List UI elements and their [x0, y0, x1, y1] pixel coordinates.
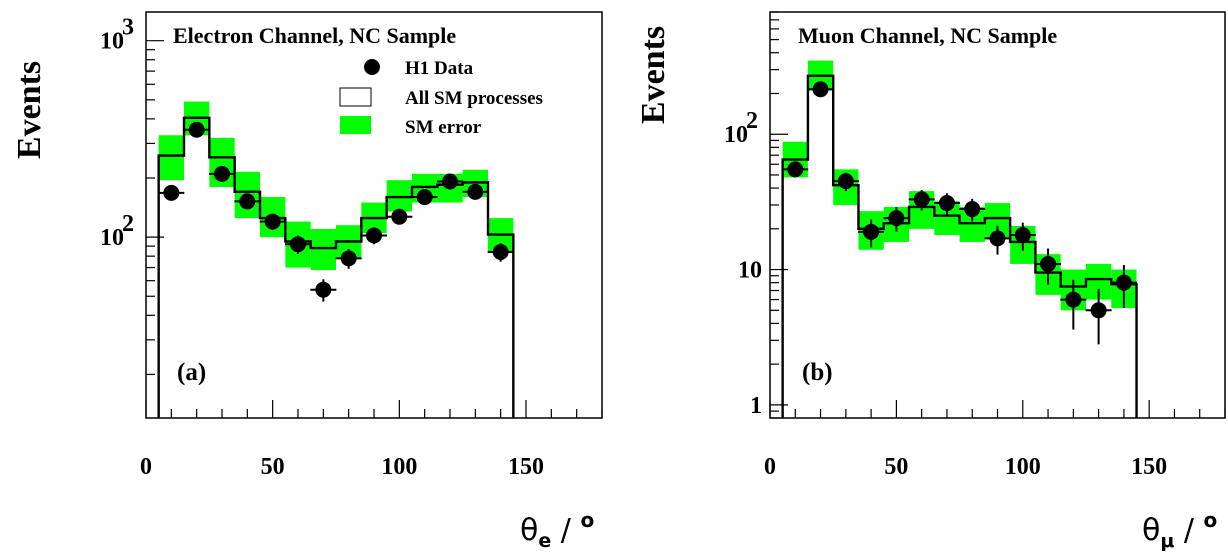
data-point — [442, 173, 458, 190]
y-tick-label: 10 — [100, 225, 124, 251]
y-tick-exponent: 2 — [746, 108, 758, 134]
x-tick-label: 0 — [140, 454, 152, 480]
data-point — [787, 161, 804, 178]
x-tick-label: 150 — [1131, 454, 1167, 480]
x-axis-label: θe / o — [520, 508, 594, 552]
data-point — [1115, 274, 1132, 291]
x-tick-label: 100 — [381, 454, 417, 480]
data-point — [1040, 255, 1057, 272]
data-point — [1065, 291, 1082, 308]
legend-marker-data — [364, 59, 380, 75]
data-point — [913, 191, 930, 208]
panel-label: (b) — [802, 359, 833, 386]
data-points — [782, 81, 1137, 345]
data-point — [214, 165, 230, 182]
x-tick-label: 0 — [764, 454, 776, 480]
x-tick-label: 50 — [884, 454, 908, 480]
data-point — [239, 193, 256, 210]
legend-label-data: H1 Data — [405, 58, 474, 79]
x-axis-ticks: 0 50 100 150 — [140, 400, 603, 480]
data-point — [467, 183, 484, 200]
data-point — [1014, 227, 1031, 244]
sm-prediction-line — [781, 74, 1138, 418]
data-point — [290, 236, 306, 253]
data-point — [416, 189, 433, 206]
panel-label: (a) — [177, 359, 206, 386]
y-tick-label: 10 — [100, 29, 124, 55]
y-axis-label: Events — [635, 26, 672, 124]
data-point — [366, 227, 382, 244]
data-point — [863, 223, 880, 240]
x-axis-label: θμ / o — [1142, 508, 1217, 552]
data-point — [938, 195, 955, 212]
data-point — [888, 210, 905, 227]
data-point — [812, 81, 829, 98]
chart-title: Electron Channel, NC Sample — [173, 23, 456, 48]
chart-title: Muon Channel, NC Sample — [798, 23, 1057, 48]
y-tick-label: 10 — [724, 122, 748, 148]
data-points — [158, 121, 514, 302]
y-tick-label: 10 — [738, 258, 762, 284]
data-point — [492, 244, 509, 261]
y-axis-ticks: 1 10 10 2 — [724, 11, 788, 419]
data-point — [315, 281, 332, 298]
y-tick-label: 1 — [750, 393, 762, 419]
sm-error-bin — [158, 135, 184, 181]
data-point — [964, 201, 981, 218]
legend-marker-error — [340, 116, 371, 134]
legend-label-error: SM error — [405, 117, 482, 138]
y-tick-exponent: 2 — [122, 211, 134, 237]
data-point — [989, 230, 1006, 247]
sm-prediction-histogram — [781, 74, 1138, 418]
y-tick-exponent: 3 — [122, 15, 134, 41]
x-axis-ticks: 0 50 100 150 — [764, 400, 1226, 480]
y-axis-ticks: 10 210 3 — [100, 15, 164, 376]
panel-muon-channel: 0 50 100 150 1 10 10 2 Events θμ / o Muon Cha… — [635, 11, 1226, 552]
legend: H1 Data All SM processes SM error — [339, 58, 543, 138]
panel-electron-channel: 0 50 100 150 10 210 3 Events θe / o Electro… — [11, 11, 603, 552]
x-tick-label: 50 — [261, 454, 285, 480]
legend-marker-sm — [339, 87, 372, 107]
data-point — [188, 121, 205, 138]
sm-error-bin — [310, 228, 336, 271]
y-axis-label: Events — [11, 61, 48, 159]
data-point — [837, 173, 854, 190]
x-tick-label: 100 — [1005, 454, 1041, 480]
data-point — [264, 213, 281, 230]
legend-label-sm: All SM processes — [405, 88, 543, 109]
sm-prediction-line — [157, 116, 515, 418]
data-point — [391, 208, 408, 225]
x-tick-label: 150 — [508, 454, 544, 480]
data-point — [1090, 302, 1107, 319]
data-point — [163, 184, 180, 201]
data-point — [340, 250, 357, 267]
sm-prediction-histogram — [157, 116, 515, 418]
